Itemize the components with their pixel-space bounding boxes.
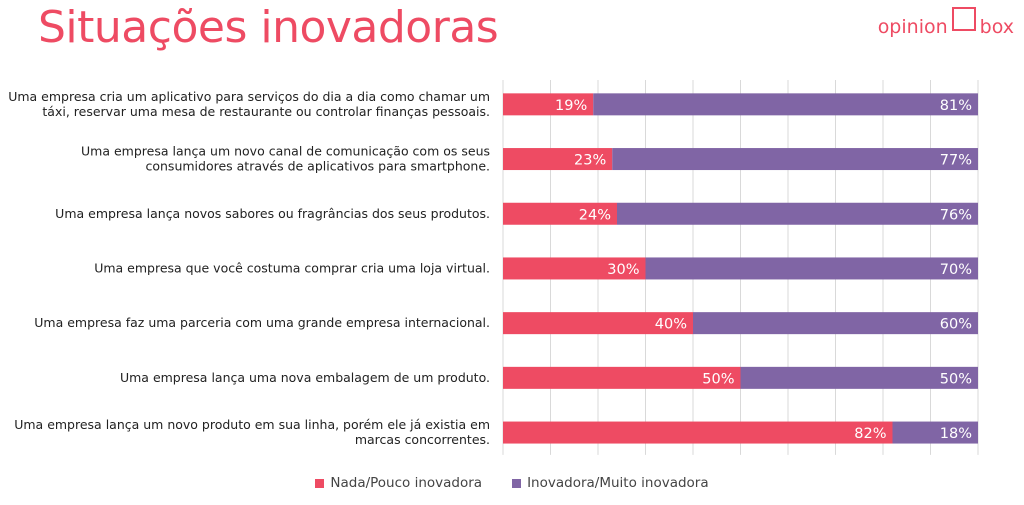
data-label: 24% — [579, 207, 611, 223]
bar-segment — [645, 257, 978, 280]
data-label: 23% — [574, 153, 606, 169]
data-label: 77% — [940, 153, 972, 169]
data-label: 40% — [655, 317, 687, 333]
category-label: Uma empresa lança um novo produto em sua… — [14, 417, 490, 447]
chart-title: Situações inovadoras — [38, 2, 499, 53]
category-label: Uma empresa lança uma nova embalagem de … — [120, 370, 490, 385]
bar-segment — [503, 257, 646, 280]
logo-box-icon — [951, 7, 976, 31]
category-label: Uma empresa que você costuma comprar cri… — [94, 260, 490, 275]
bar-segment — [617, 202, 978, 225]
data-label: 82% — [854, 426, 886, 442]
data-label: 30% — [607, 262, 639, 278]
data-label: 81% — [940, 98, 972, 114]
category-label: Uma empresa faz uma parceria com uma gra… — [34, 315, 490, 330]
logo-text-right: box — [979, 16, 1014, 38]
bar-segment — [503, 312, 693, 335]
legend-item-nada-pouco: Nada/Pouco inovadora — [315, 475, 482, 491]
logo-text-left: opinion — [877, 16, 948, 38]
stacked-bar-chart: Uma empresa cria um aplicativo para serv… — [8, 80, 979, 455]
bar-segment — [892, 421, 978, 444]
category-label: Uma empresa lança novos sabores ou fragr… — [55, 206, 490, 221]
legend-item-inovadora: Inovadora/Muito inovadora — [512, 475, 709, 491]
bar-segment — [693, 312, 978, 335]
data-label: 50% — [702, 371, 734, 387]
legend-label: Nada/Pouco inovadora — [330, 475, 483, 491]
bar-segment — [503, 93, 594, 116]
bar-segment — [503, 366, 741, 389]
bar-segment — [593, 93, 978, 116]
bar-segment — [503, 148, 613, 171]
legend-swatch-pink — [315, 478, 325, 488]
data-label: 70% — [940, 262, 972, 278]
bar-segment — [503, 202, 617, 225]
data-label: 18% — [940, 426, 972, 442]
category-label: Uma empresa cria um aplicativo para serv… — [8, 89, 490, 119]
data-label: 50% — [940, 371, 972, 387]
bar-segment — [740, 366, 978, 389]
opinion-box-logo: opinion box — [877, 7, 1014, 42]
legend-label: Inovadora/Muito inovadora — [527, 475, 709, 491]
chart-legend: Nada/Pouco inovadora Inovadora/Muito ino… — [0, 475, 1024, 491]
bar-segment — [503, 421, 893, 444]
data-label: 60% — [940, 317, 972, 333]
legend-swatch-purple — [512, 478, 522, 488]
category-label: Uma empresa lança um novo canal de comun… — [81, 144, 490, 174]
data-label: 19% — [555, 98, 587, 114]
bar-segment — [612, 148, 978, 171]
data-label: 76% — [940, 207, 972, 223]
